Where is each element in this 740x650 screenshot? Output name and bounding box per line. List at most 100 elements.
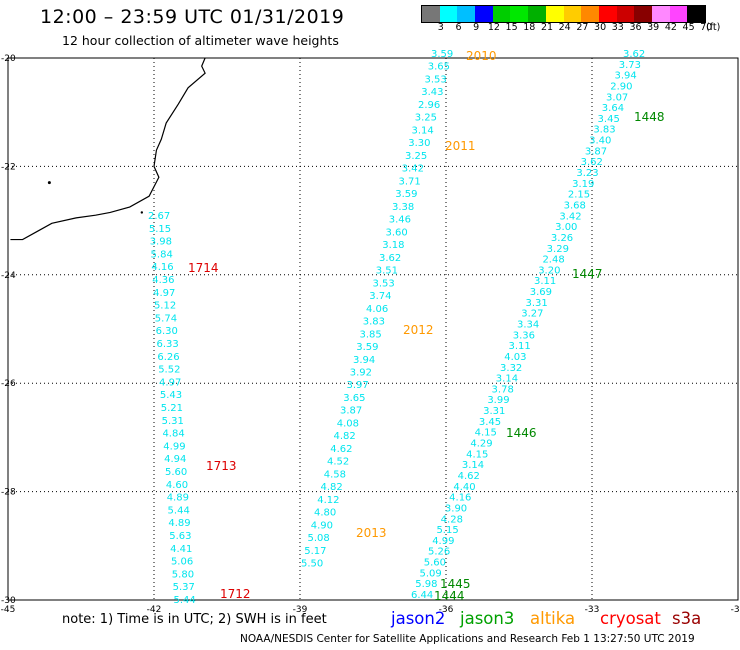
swh-value: 3.45 (479, 417, 501, 428)
swh-value: 4.29 (470, 439, 492, 450)
swh-value: 5.06 (171, 557, 193, 568)
swh-value: 4.03 (504, 352, 526, 363)
swh-value: 5.50 (301, 559, 323, 570)
swh-value: 3.40 (589, 136, 611, 147)
swh-value: 3.59 (356, 342, 378, 353)
swh-value: 4.16 (449, 493, 471, 504)
swh-value: 5.60 (424, 558, 446, 569)
mission-jason3: jason3 (460, 609, 515, 628)
colorbar-swatch (563, 6, 582, 22)
swh-value: 4.97 (159, 377, 181, 388)
longitude-tick-label: -42 (147, 605, 162, 615)
colorbar-tick-label: 21 (540, 22, 554, 33)
swh-value: 4.99 (163, 441, 185, 452)
legend-note: note: 1) Time is in UTC; 2) SWH is in fe… (62, 612, 327, 627)
pass-time-label: 2013 (356, 526, 387, 540)
island-marker (47, 181, 51, 185)
colorbar-swatch (651, 6, 670, 22)
swh-value: 3.65 (343, 393, 365, 404)
swh-value: 3.94 (615, 71, 637, 82)
swh-value: 5.12 (154, 301, 176, 312)
colorbar-swatch (669, 6, 688, 22)
pass-time-label: 2011 (445, 139, 476, 153)
longitude-tick-label: -45 (1, 605, 16, 615)
colorbar-swatch (581, 6, 599, 22)
swh-value: 3.31 (525, 298, 547, 309)
colorbar-tick-label: 3 (437, 22, 444, 33)
colorbar-swatch (422, 6, 440, 22)
swh-value: 5.31 (162, 416, 184, 427)
pass-time-label: 1713 (206, 459, 237, 473)
swh-value: 3.19 (572, 179, 594, 190)
swh-value: 3.30 (408, 138, 430, 149)
colorbar-swatch (634, 6, 652, 22)
swh-value: 3.53 (373, 278, 395, 289)
swh-value: 6.44 (411, 590, 433, 601)
swh-value: 5.80 (172, 569, 194, 580)
pass-time-label: 1712 (220, 587, 251, 601)
map-title: 12:00 – 23:59 UTC 01/31/2019 (40, 6, 345, 28)
swh-value: 5.09 (419, 568, 441, 579)
swh-value: 4.97 (153, 288, 175, 299)
longitude-tick-label: -30 (731, 605, 740, 615)
swh-value: 4.62 (330, 444, 352, 455)
colorbar-tick-label: 45 (682, 22, 695, 33)
swh-value: 3.68 (564, 200, 586, 211)
swh-value: 3.90 (445, 503, 467, 514)
swh-value: 4.36 (152, 275, 174, 286)
swh-value: 3.87 (585, 146, 607, 157)
legend-bar: note: 1) Time is in UTC; 2) SWH is in fe… (0, 609, 740, 631)
swh-value: 3.78 (492, 384, 514, 395)
colorbar-tick-label: 70 (700, 22, 713, 33)
swh-value: 4.52 (327, 457, 349, 468)
colorbar-tick-label: 30 (594, 22, 607, 33)
swh-value: 3.64 (602, 103, 624, 114)
swh-value: 3.73 (619, 60, 641, 71)
swh-value: 3.25 (405, 151, 427, 162)
swh-value: 4.12 (317, 495, 339, 506)
pass-time-label: 2012 (403, 323, 434, 337)
swh-value: 3.34 (517, 320, 539, 331)
swh-value: 5.26 (428, 547, 450, 558)
swh-value: 4.60 (166, 480, 188, 491)
swh-value: 2.48 (542, 255, 564, 266)
pass-time-label: 1448 (634, 110, 665, 124)
colorbar-tick-label: 18 (523, 22, 536, 33)
swh-value: 3.26 (551, 233, 573, 244)
mission-jason2: jason2 (391, 609, 446, 628)
colorbar-swatch (598, 6, 617, 22)
swh-value: 3.59 (431, 49, 453, 60)
colorbar-tick-label: 42 (664, 22, 677, 33)
colorbar-swatch (616, 6, 635, 22)
swh-colorbar (421, 5, 706, 23)
colorbar-labels: 3 6 9 12 15 18 21 24 27 30 33 36 39 42 45 70 (421, 22, 740, 36)
map-frame (7, 57, 739, 601)
island-marker (140, 211, 144, 214)
swh-value: 4.16 (151, 262, 173, 273)
swh-value: 3.23 (576, 168, 598, 179)
colorbar-unit: (ft) (706, 22, 721, 33)
swh-value: 3.65 (428, 62, 450, 73)
swh-value: 3.43 (421, 87, 443, 98)
colorbar-tick-label: 24 (558, 22, 571, 33)
swh-value: 5.74 (155, 313, 177, 324)
mission-cryosat: cryosat (600, 609, 661, 628)
swh-value: 3.00 (555, 222, 577, 233)
swh-value: 4.41 (170, 544, 192, 555)
swh-value: 6.33 (157, 339, 179, 350)
swh-value: 3.29 (547, 244, 569, 255)
swh-value: 5.21 (161, 403, 183, 414)
swh-value: 4.89 (168, 518, 190, 529)
swh-value: 4.08 (337, 418, 359, 429)
swh-value: 4.62 (458, 471, 480, 482)
swh-value: 3.98 (150, 237, 172, 248)
swh-value: 2.90 (610, 81, 632, 92)
swh-value: 4.80 (314, 508, 336, 519)
swh-value: 3.42 (402, 164, 424, 175)
swh-value: 5.52 (158, 365, 180, 376)
swh-value: 3.92 (350, 368, 372, 379)
longitude-tick-label: -36 (439, 605, 454, 615)
pass-time-label: 1444 (434, 589, 465, 603)
swh-value: 3.69 (530, 287, 552, 298)
swh-value: 3.87 (340, 406, 362, 417)
